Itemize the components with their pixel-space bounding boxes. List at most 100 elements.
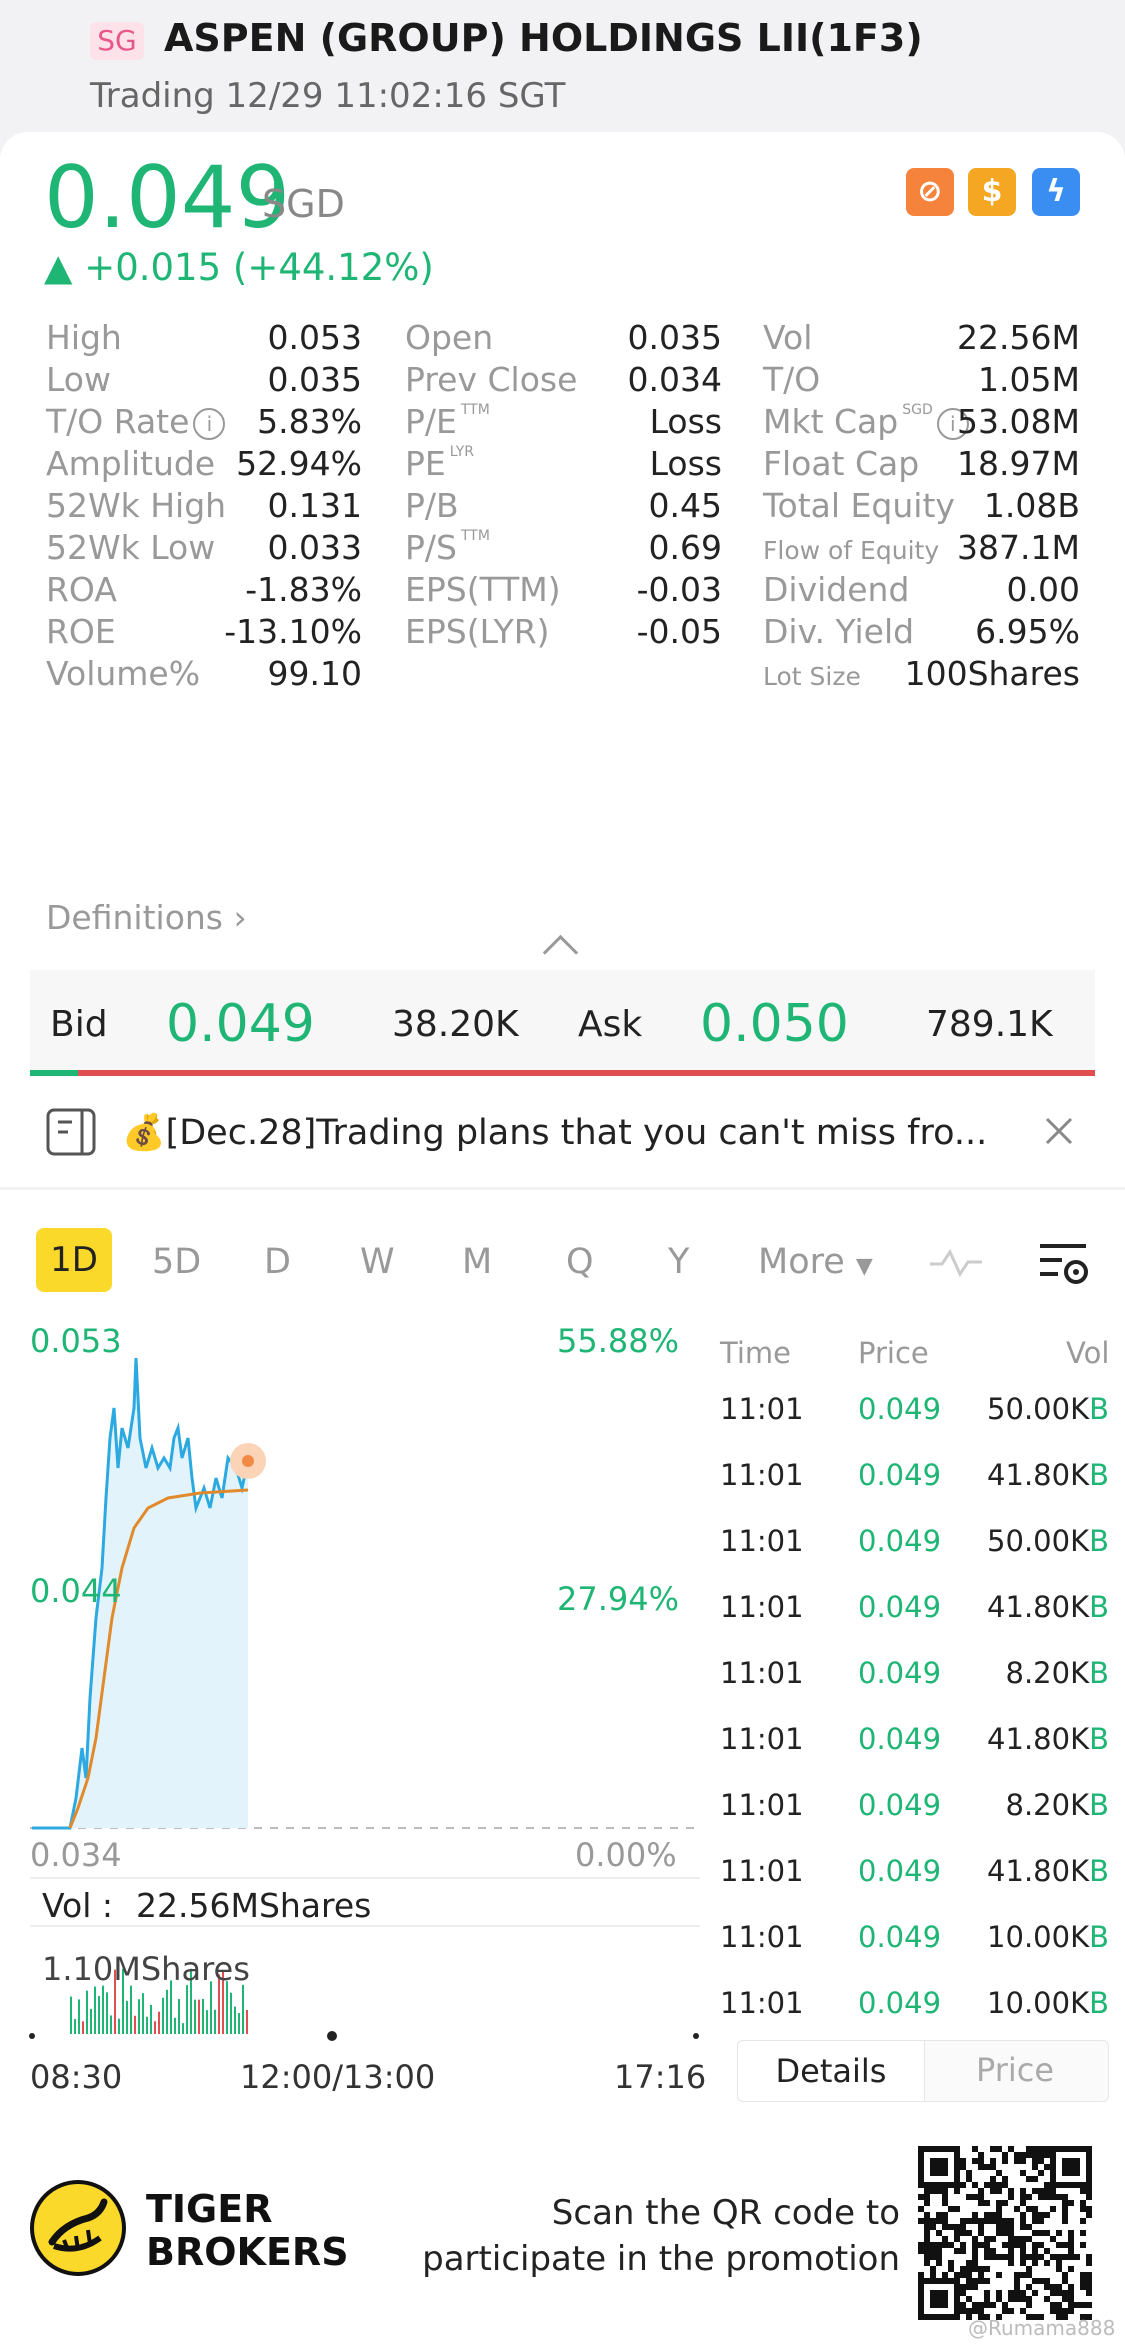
volume-bar: [198, 1999, 200, 2034]
stat-value: 0.035: [627, 318, 722, 357]
stat-label: Dividend: [763, 570, 910, 609]
chart-settings-icon[interactable]: [1036, 1240, 1092, 1288]
volume-bar: [238, 2013, 240, 2034]
trade-volume: 41.80KB: [987, 1722, 1109, 1756]
intraday-chart[interactable]: [0, 1318, 720, 2058]
tab-more[interactable]: More ▼: [758, 1242, 873, 1282]
volume-bar: [110, 2015, 112, 2034]
volume-bar: [214, 2009, 216, 2034]
volume-bar: [134, 2015, 136, 2034]
last-price: 0.049: [44, 148, 291, 248]
dollar-icon[interactable]: $: [968, 168, 1016, 216]
tab-w[interactable]: W: [360, 1242, 395, 1282]
volume-bar: [222, 1970, 224, 2034]
trade-time: 11:01: [720, 1656, 804, 1690]
scan-text: Scan the QR code to participate in the p…: [420, 2190, 900, 2282]
volume-bars: [70, 1968, 248, 2034]
tab-5d[interactable]: 5D: [152, 1242, 202, 1282]
trade-price: 0.049: [858, 1656, 942, 1690]
no-short-icon[interactable]: ⊘: [906, 168, 954, 216]
trade-volume: 41.80KB: [987, 1458, 1109, 1492]
qr-code[interactable]: [918, 2146, 1092, 2320]
tab-details[interactable]: Details: [737, 2040, 925, 2102]
stat-label: Open: [405, 318, 494, 357]
chart-high-label: 0.053: [30, 1322, 122, 1360]
price-area-fill: [32, 1358, 248, 1828]
brand-line-2: BROKERS: [146, 2230, 349, 2274]
volume-bar: [126, 2000, 128, 2034]
volume-bar: [202, 1998, 204, 2034]
volume-bar: [82, 2021, 84, 2034]
average-line: [68, 1488, 249, 1829]
trade-price: 0.049: [858, 1920, 942, 1954]
volume-max-label: 1.10MShares: [42, 1950, 250, 1988]
lightning-icon[interactable]: ϟ: [1032, 168, 1080, 216]
volume-bar: [166, 1989, 168, 2034]
stat-label: High: [46, 318, 122, 357]
volume-bar: [102, 1985, 104, 2034]
trades-header-time: Time: [720, 1336, 791, 1370]
volume-bar: [78, 1999, 80, 2034]
volume-bar: [170, 1980, 172, 2034]
ask-quantity: 789.1K: [926, 1004, 1053, 1045]
volume-bar: [210, 1981, 212, 2034]
tab-m[interactable]: M: [462, 1242, 493, 1282]
price-line: [32, 1357, 250, 1830]
trade-volume: 8.20KB: [1005, 1656, 1110, 1690]
stat-value: 99.10: [267, 654, 362, 693]
notice-text[interactable]: 💰[Dec.28]Trading plans that you can't mi…: [122, 1113, 988, 1153]
stat-label: Volume%: [46, 654, 201, 693]
trade-volume: 10.00KB: [987, 1986, 1109, 2020]
stat-value: 0.131: [267, 486, 362, 525]
tab-price[interactable]: Price: [975, 2051, 1055, 2089]
chart-mid-label: 0.044: [30, 1572, 122, 1610]
stat-label: Total Equity: [763, 486, 955, 525]
trade-time: 11:01: [720, 1986, 804, 2020]
header: [0, 0, 1125, 140]
stat-value: 22.56M: [957, 318, 1080, 357]
stat-label: 52Wk High: [46, 486, 227, 525]
trade-volume: 8.20KB: [1005, 1788, 1110, 1822]
stat-label: Prev Close: [405, 360, 578, 399]
stat-label: EPS(LYR): [405, 612, 550, 651]
tab-y[interactable]: Y: [668, 1242, 690, 1282]
brand-name: TIGER BROKERS: [146, 2188, 349, 2274]
volume-bar: [154, 2021, 156, 2034]
stat-label: T/O Rate i: [46, 402, 226, 441]
info-icon[interactable]: i: [936, 407, 969, 440]
chart-pct-high: 55.88%: [557, 1322, 680, 1360]
volume-bar: [162, 1997, 164, 2034]
tab-1d[interactable]: 1D: [36, 1228, 112, 1292]
volume-bar: [90, 2008, 92, 2034]
trade-volume: 50.00KB: [987, 1392, 1109, 1426]
tab-d[interactable]: D: [264, 1242, 291, 1282]
bid-label: Bid: [50, 1004, 108, 1045]
market-badge: SG: [90, 22, 144, 60]
trade-price: 0.049: [858, 1986, 942, 2020]
tab-q[interactable]: Q: [566, 1242, 594, 1282]
volume-bar: [182, 2023, 184, 2034]
volume-bar: [178, 1998, 180, 2034]
notice-banner[interactable]: [0, 1090, 1125, 1182]
trade-time: 11:01: [720, 1590, 804, 1624]
volume-label: Vol :: [42, 1886, 113, 1925]
stat-value: Loss: [649, 444, 722, 483]
info-icon[interactable]: i: [193, 407, 226, 440]
stat-value: 0.034: [627, 360, 722, 399]
volume-value: 22.56MShares: [136, 1886, 372, 1925]
definitions-link[interactable]: Definitions ›: [46, 898, 247, 937]
volume-bar: [86, 1990, 88, 2034]
scan-line-2: participate in the promotion: [422, 2239, 900, 2279]
stat-value: -1.83%: [245, 570, 362, 609]
trade-price: 0.049: [858, 1524, 942, 1558]
volume-bar: [194, 1999, 196, 2034]
close-icon[interactable]: [1044, 1116, 1074, 1146]
bid-ratio-bar: [30, 1070, 78, 1076]
volume-bar: [122, 1968, 124, 2034]
price-change: ▲ +0.015 (+44.12%): [44, 246, 434, 289]
trade-price: 0.049: [858, 1590, 942, 1624]
indicator-icon[interactable]: [928, 1248, 984, 1278]
period-tabs: [0, 1190, 1125, 1320]
volume-bar: [114, 1969, 116, 2034]
volume-bar: [142, 1993, 144, 2034]
